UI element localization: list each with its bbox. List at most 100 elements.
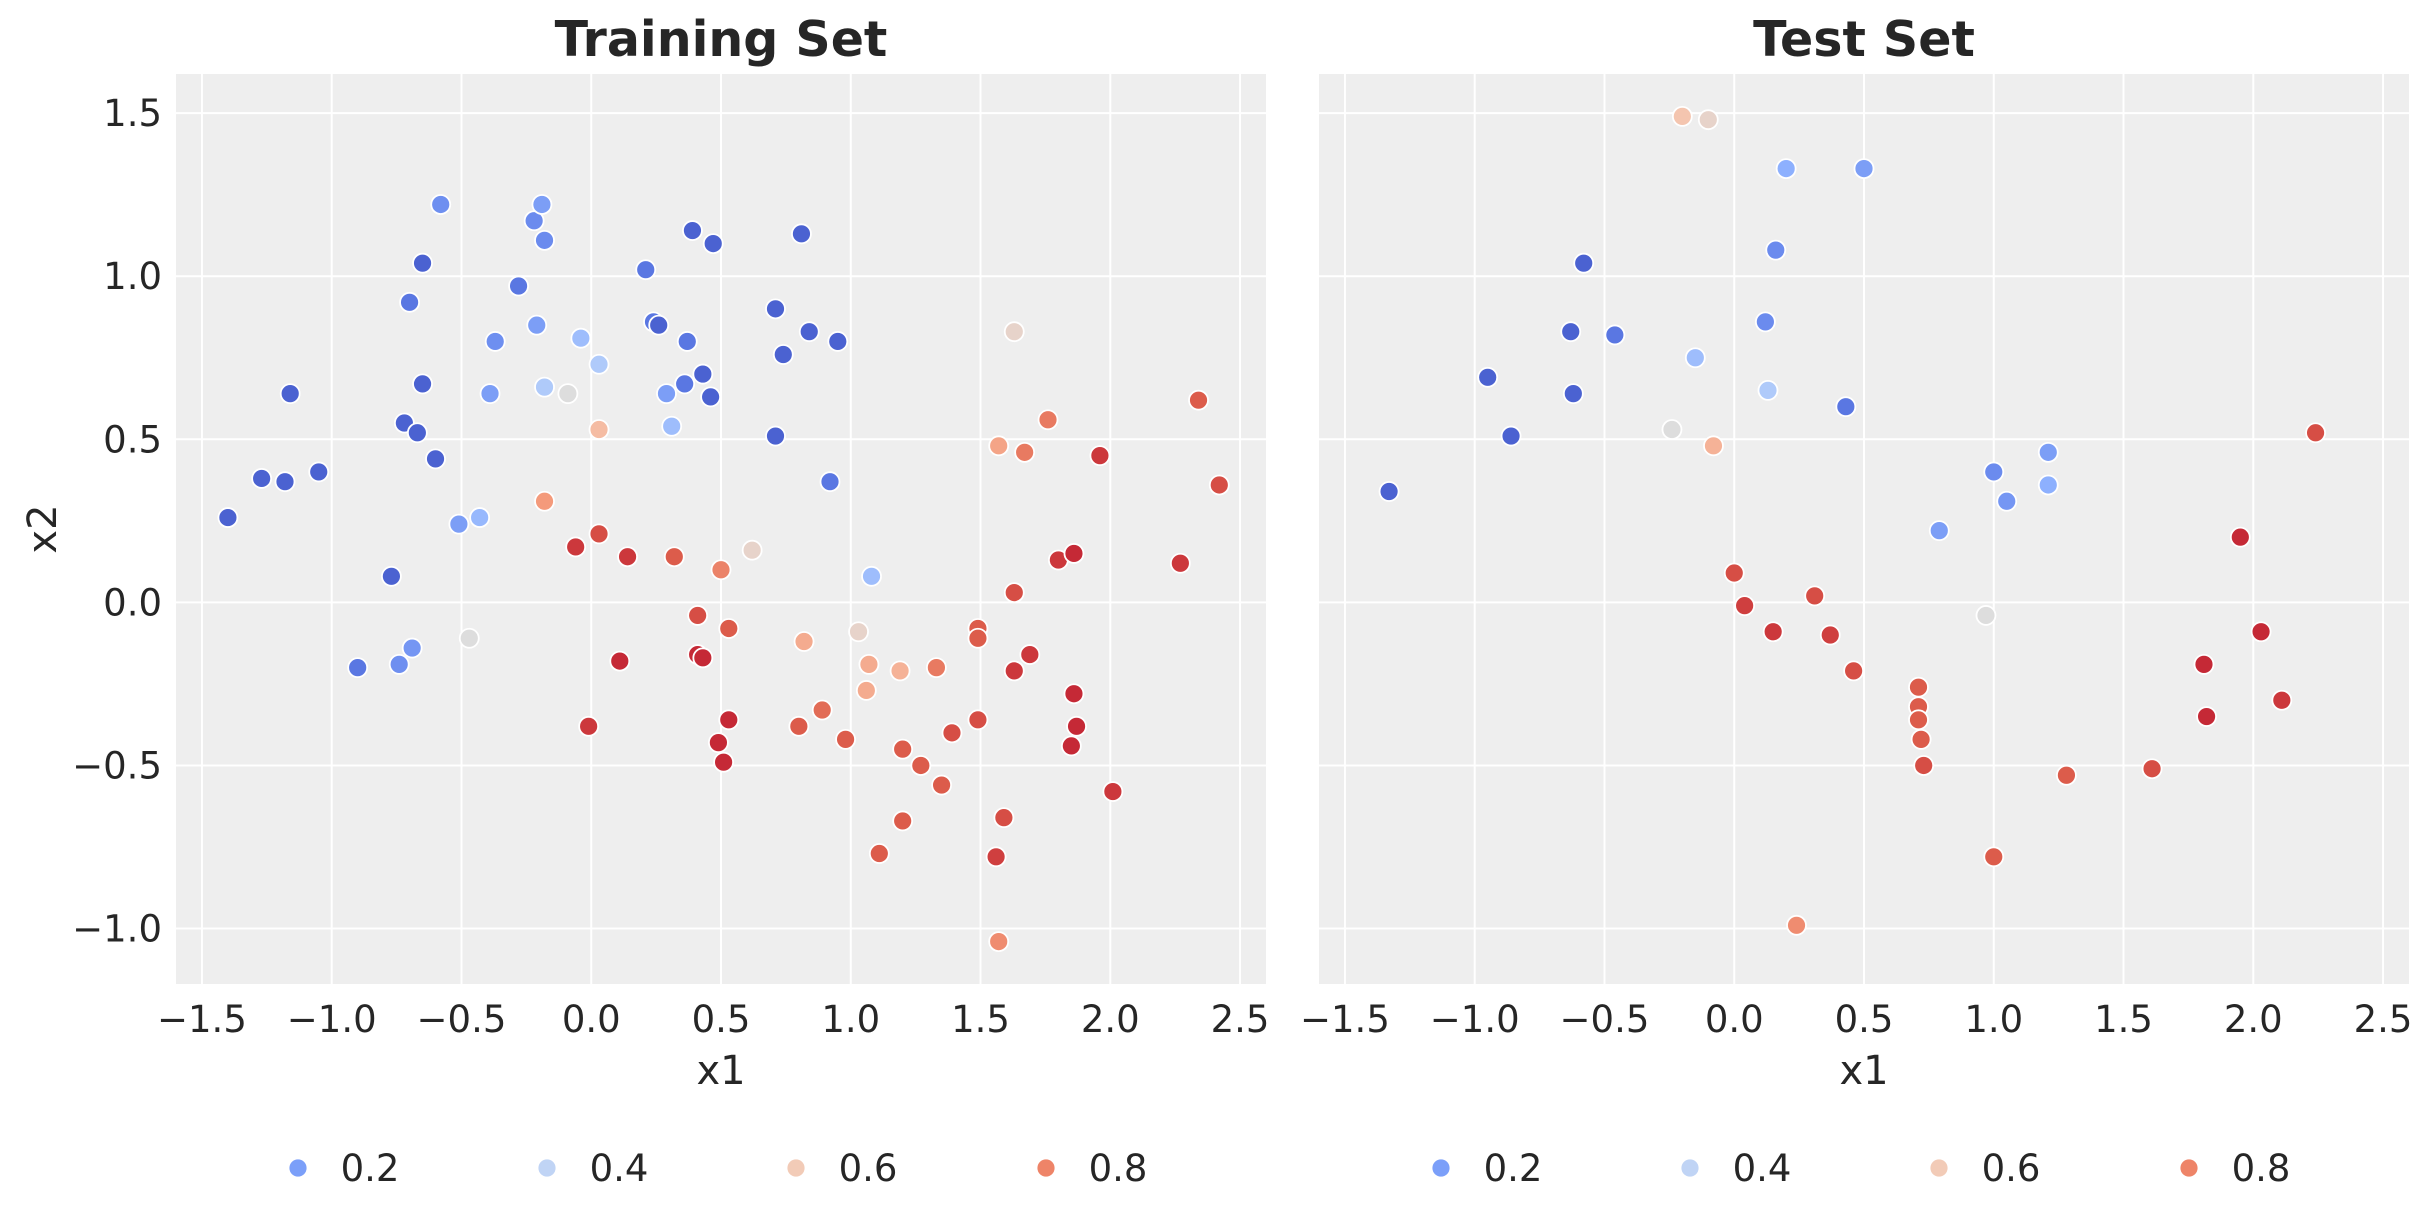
data-point — [819, 471, 841, 493]
data-point — [1975, 605, 1997, 626]
data-point — [2196, 706, 2217, 727]
training-points — [217, 194, 1230, 952]
data-point — [741, 539, 763, 561]
data-point — [617, 546, 638, 568]
x-tick-label: −1.5 — [157, 998, 247, 1041]
data-point — [412, 373, 433, 395]
test-x-tick-labels: −1.5 −1.0 −0.5 0.0 0.5 1.0 1.5 2.0 2.5 — [1300, 998, 2412, 1041]
x-tick-label: 0.0 — [562, 998, 621, 1041]
legend-swatch — [536, 1157, 558, 1179]
x-tick-label: 2.5 — [2354, 998, 2413, 1041]
data-point — [526, 314, 548, 336]
data-point — [570, 327, 592, 349]
data-point — [1913, 755, 1935, 776]
training-y-axis-label: x2 — [20, 504, 66, 553]
data-point — [251, 468, 273, 489]
data-point — [835, 728, 856, 750]
training-chart-title: Training Set — [555, 11, 888, 68]
data-point — [718, 709, 740, 731]
data-point — [941, 722, 963, 744]
data-point — [1928, 520, 1950, 542]
data-point — [1908, 709, 1929, 731]
data-point — [531, 194, 553, 215]
data-point — [656, 383, 677, 405]
data-point — [1560, 321, 1582, 343]
test-gridlines — [1319, 74, 2409, 984]
data-point — [868, 843, 890, 864]
data-point — [635, 259, 657, 281]
data-point — [861, 565, 882, 587]
data-point — [713, 751, 734, 773]
x-tick-label: 0.5 — [692, 998, 751, 1041]
data-point — [557, 383, 579, 405]
data-point — [1757, 379, 1779, 401]
data-point — [985, 846, 1007, 868]
x-tick-label: 0.5 — [1835, 998, 1894, 1041]
y-tick-label: 0.5 — [103, 418, 162, 461]
data-point — [2250, 621, 2272, 643]
data-point — [858, 653, 880, 675]
x-tick-label: −0.5 — [417, 998, 507, 1041]
data-point — [687, 605, 709, 626]
data-point — [791, 223, 812, 245]
data-point — [892, 810, 914, 832]
data-point — [2141, 758, 2163, 780]
data-point — [988, 931, 1010, 952]
data-point — [1604, 324, 1626, 346]
test-set-panel: −1.5 −1.0 −0.5 0.0 0.5 1.0 1.5 2.0 2.5 Test Set … — [1300, 11, 2412, 1190]
data-point — [430, 194, 452, 215]
data-point — [565, 536, 587, 558]
data-point — [1723, 562, 1745, 584]
data-point — [1684, 347, 1706, 369]
data-point — [1562, 383, 1584, 405]
data-point — [2037, 441, 2059, 463]
data-point — [1835, 396, 1857, 418]
data-point — [811, 699, 833, 721]
test-points — [1378, 106, 2326, 936]
data-point — [788, 715, 810, 737]
data-point — [308, 461, 330, 483]
x-tick-label: −0.5 — [1560, 998, 1650, 1041]
x-tick-label: 0.0 — [1705, 998, 1764, 1041]
legend-swatch — [1035, 1157, 1057, 1179]
data-point — [674, 373, 696, 395]
legend-label: 0.2 — [341, 1147, 400, 1190]
test-x-axis-label: x1 — [1839, 1048, 1888, 1094]
data-point — [926, 657, 947, 679]
data-point — [1853, 158, 1875, 179]
x-tick-label: 2.0 — [2224, 998, 2283, 1041]
data-point — [1208, 474, 1230, 496]
data-point — [1477, 366, 1499, 388]
data-point — [458, 627, 480, 649]
data-point — [1089, 445, 1111, 467]
data-point — [2271, 689, 2293, 711]
data-point — [1775, 158, 1797, 179]
data-point — [534, 229, 555, 251]
data-point — [2193, 653, 2215, 675]
data-point — [412, 252, 433, 274]
data-point — [1003, 321, 1025, 343]
data-point — [609, 650, 631, 672]
test-chart-title: Test Set — [1753, 11, 1975, 68]
data-point — [1754, 311, 1776, 333]
data-point — [1014, 441, 1036, 463]
data-point — [534, 376, 555, 398]
data-point — [700, 386, 722, 408]
data-point — [388, 653, 410, 675]
data-point — [848, 621, 869, 643]
data-point — [1066, 715, 1087, 737]
data-point — [347, 657, 369, 679]
data-point — [534, 490, 555, 512]
y-tick-label: 1.0 — [103, 255, 162, 298]
x-tick-label: 1.0 — [1964, 998, 2023, 1041]
data-point — [274, 471, 296, 493]
legend-swatch — [2178, 1157, 2200, 1179]
data-point — [1063, 683, 1085, 705]
x-tick-label: −1.0 — [287, 998, 377, 1041]
legend-swatch — [287, 1157, 309, 1179]
data-point — [1996, 490, 2018, 512]
data-point — [1102, 781, 1124, 802]
data-point — [1003, 660, 1025, 682]
y-tick-label: 0.0 — [103, 581, 162, 624]
